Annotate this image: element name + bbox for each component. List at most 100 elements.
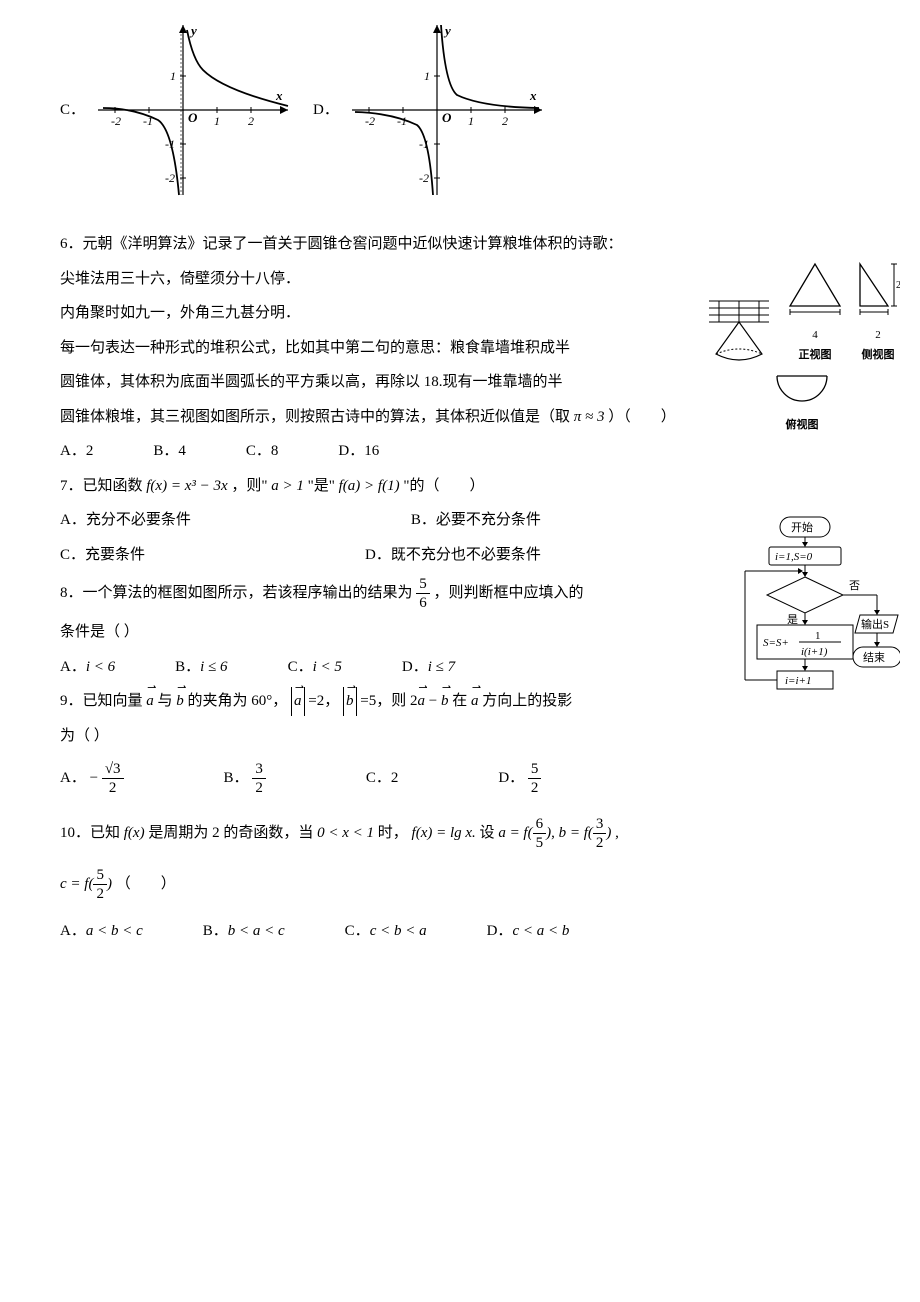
q9-optB-den: 2: [252, 779, 266, 797]
q6-line1: 尖堆法用三十六，倚壁须分十八停．: [60, 265, 620, 294]
q9-mid1: 与: [158, 693, 173, 709]
q6-opt-b: B．4: [153, 437, 186, 466]
q6-side-label: 侧视图: [856, 345, 900, 366]
question-6: 4 正视图 2 2 侧视图: [60, 230, 860, 466]
q10-opt-c: C．c < b < a: [345, 917, 427, 946]
q10-opt-a: A．a < b < c: [60, 917, 143, 946]
q9-vec-a3: a: [471, 687, 479, 716]
q9-pre: 9．已知向量: [60, 693, 143, 709]
q10-c-eq: c = f(: [60, 876, 93, 892]
q8-condD: i ≤ 7: [428, 659, 455, 675]
q8-optB-label: B．: [175, 659, 200, 675]
svg-text:S=S+: S=S+: [763, 637, 789, 649]
q6-options: A．2 B．4 C．8 D．16: [60, 437, 860, 466]
q10-b-num: 3: [593, 815, 607, 834]
q10-paren: （ ）: [116, 876, 176, 892]
q6-line5-pre: 圆锥体粮堆，其三视图如图所示，则按照古诗中的算法，其体积近似值是（取: [60, 409, 570, 425]
q6-dim-4: 4: [812, 329, 818, 341]
q10-comma2: ,: [615, 825, 619, 841]
q8-opt-d: D．i ≤ 7: [402, 653, 455, 682]
q10-a-eq: a = f(: [498, 825, 532, 841]
svg-text:-2: -2: [419, 171, 429, 185]
q9-eqa: =2，: [308, 693, 339, 709]
q8-frac-num: 5: [416, 575, 430, 594]
q8-optD-label: D．: [402, 659, 428, 675]
q9-optD-den: 2: [528, 779, 542, 797]
svg-text:是: 是: [787, 613, 798, 626]
q6-side-view: 2: [856, 260, 900, 316]
svg-text:i=1,S=0: i=1,S=0: [775, 551, 813, 563]
q10-optA-label: A．: [60, 923, 86, 939]
svg-text:y: y: [443, 23, 451, 38]
q9-abs-a-inner: a: [294, 687, 302, 716]
q6-dim-2w: 2: [875, 329, 881, 341]
q10-b-close: ): [606, 825, 611, 841]
q10-def: f(x) = lg x.: [412, 825, 476, 841]
q10-comma1: ,: [551, 825, 555, 841]
q10-options: A．a < b < c B．b < a < c C．c < b < a D．c …: [60, 917, 860, 946]
q9-post: 在: [452, 693, 467, 709]
q8-condA: i < 6: [86, 659, 115, 675]
q8-condB: i ≤ 6: [200, 659, 227, 675]
q9-eqb: =5，则 2: [360, 693, 417, 709]
q9-options: A． − √32 B． 32 C．2 D． 52: [60, 760, 860, 797]
q9-abs-a: a: [291, 687, 305, 716]
q9-optB-label: B．: [224, 770, 249, 786]
q7-cond: a > 1: [271, 478, 304, 494]
svg-text:O: O: [442, 110, 452, 125]
q6-sketch: [704, 296, 774, 366]
q10-c-num: 5: [93, 866, 107, 885]
q10-line2: c = f(52) （ ）: [60, 866, 860, 903]
q6-top-view: [771, 372, 833, 404]
q10-opt-b: B．b < a < c: [203, 917, 285, 946]
q10-opt-d: D．c < a < b: [487, 917, 570, 946]
q10-optD-label: D．: [487, 923, 513, 939]
graph-cd-row: C． -2 -1 1 2 1 -1 -2 O x y D．: [60, 20, 860, 200]
q6-line4: 圆锥体，其体积为底面半圆弧长的平方乘以高，再除以 18.现有一堆靠墙的半: [60, 368, 620, 397]
q7-mid2: "是": [308, 478, 335, 494]
question-7: 7．已知函数 f(x) = x³ − 3x ，则" a > 1 "是" f(a)…: [60, 472, 860, 501]
svg-text:i=i+1: i=i+1: [785, 675, 811, 687]
q6-dim-2h-text: 2: [896, 280, 900, 291]
graph-d-label: D．: [313, 96, 339, 125]
q7-result: f(a) > f(1): [339, 478, 400, 494]
q8-opt-b: B．i ≤ 6: [175, 653, 227, 682]
svg-text:1: 1: [170, 69, 176, 83]
q10-condB: b < a < c: [228, 923, 285, 939]
q10-mid2: 时，: [378, 825, 408, 841]
svg-text:1: 1: [815, 630, 821, 642]
q8-optC-label: C．: [288, 659, 313, 675]
q6-line2: 内角聚时如九一，外角三九甚分明．: [60, 299, 620, 328]
flow-start: 开始: [791, 520, 813, 534]
svg-text:1: 1: [424, 69, 430, 83]
graph-d: D． -2 -1 1 2 1 -1 -2 O x y: [313, 20, 547, 200]
q6-opt-d: D．16: [338, 437, 379, 466]
q6-front-view: [784, 260, 846, 316]
q10-condD: c < a < b: [512, 923, 569, 939]
q9-vec-a2: a: [417, 687, 425, 716]
q9-optA-num: √3: [102, 760, 124, 779]
svg-text:输出S: 输出S: [861, 617, 889, 631]
q6-opt-a: A．2: [60, 437, 93, 466]
q9-optD-num: 5: [528, 760, 542, 779]
svg-text:结束: 结束: [863, 651, 885, 664]
q9-opt-a: A． − √32: [60, 760, 124, 797]
q7-pre: 7．已知函数: [60, 478, 143, 494]
q6-opt-c: C．8: [246, 437, 279, 466]
q9-vec-b1: b: [176, 687, 184, 716]
svg-text:x: x: [529, 88, 537, 103]
q10-condA: a < b < c: [86, 923, 143, 939]
q8-opt-c: C．i < 5: [288, 653, 342, 682]
flowchart: 开始 i=1,S=0 否 是 S=S+ 1 i(i+1) i=i+1 输出S: [715, 515, 900, 741]
graph-c-svg: -2 -1 1 2 1 -1 -2 O x y: [93, 20, 293, 200]
svg-text:2: 2: [248, 114, 254, 128]
question-10: 10．已知 f(x) 是周期为 2 的奇函数，当 0 < x < 1 时， f(…: [60, 815, 860, 852]
q10-c-den: 2: [93, 885, 107, 903]
q10-optC-label: C．: [345, 923, 370, 939]
q6-three-views: 4 正视图 2 2 侧视图: [704, 260, 900, 436]
q9-optA-den: 2: [102, 779, 124, 797]
q6-intro: 6．元朝《洋明算法》记录了一首关于圆锥仓窖问题中近似快速计算粮堆体积的诗歌：: [60, 230, 860, 259]
q9-opt-b: B． 32: [224, 760, 266, 797]
q10-condC: c < b < a: [370, 923, 427, 939]
q10-optB-label: B．: [203, 923, 228, 939]
